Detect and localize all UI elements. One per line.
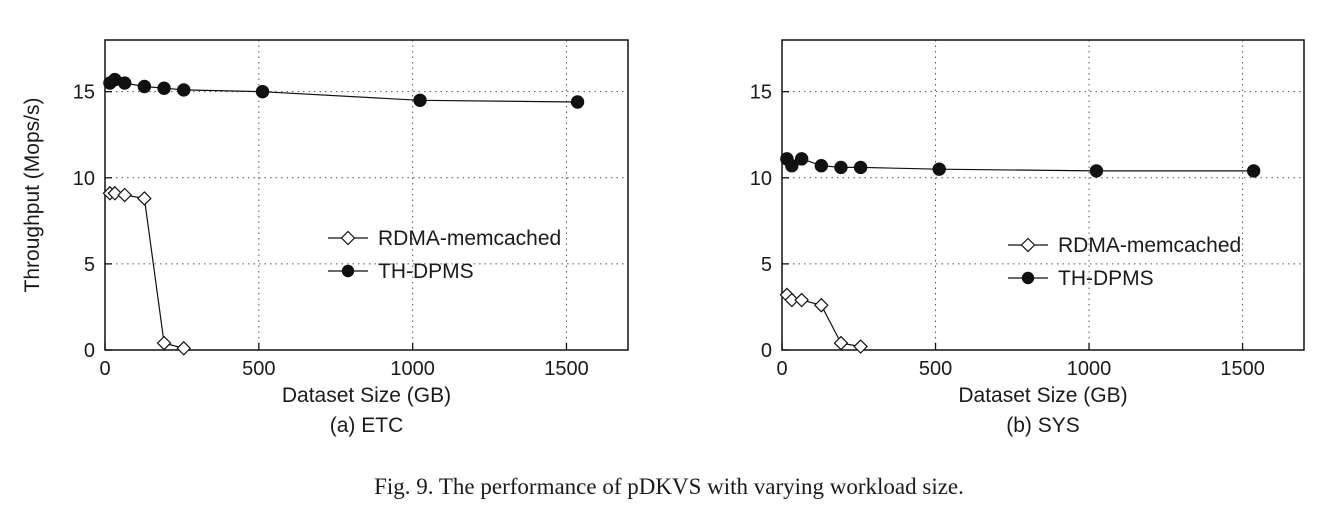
legend-marker: [340, 230, 356, 246]
legend-label: TH-DPMS: [1058, 267, 1154, 290]
legend-entry: TH-DPMS: [1008, 267, 1154, 290]
y-tick-label: 15: [750, 82, 772, 104]
series-line: [109, 192, 184, 349]
legend-marker: [341, 264, 355, 278]
x-tick-label: 1500: [1220, 358, 1265, 380]
data-point: [255, 84, 270, 99]
y-tick-label: 10: [750, 168, 772, 190]
y-tick-label: 5: [84, 254, 95, 276]
x-tick-label: 500: [242, 358, 275, 380]
y-axis-label: Throughput (Mops/s): [21, 98, 44, 293]
x-axis-label: Dataset Size (GB): [958, 384, 1127, 407]
figure-caption: Fig. 9. The performance of pDKVS with va…: [374, 474, 964, 499]
data-point: [932, 162, 946, 176]
chart-sys: 0 500 1000 1500 0 5 10 15 Dataset Size (GB) (b) S…: [750, 39, 1305, 437]
data-point: [117, 76, 132, 90]
data-point: [176, 340, 192, 356]
data-point: [794, 152, 809, 166]
data-point: [570, 95, 585, 109]
data-point: [157, 81, 171, 95]
series-rdma-memcached: [779, 287, 868, 354]
data-point: [413, 93, 427, 107]
legend-label: RDMA-memcached: [1058, 234, 1241, 257]
series-rdma-memcached: [102, 185, 192, 356]
legend-label: RDMA-memcached: [378, 227, 561, 250]
x-tick-label: 1500: [544, 358, 589, 380]
legend-entry: RDMA-memcached: [1008, 234, 1241, 257]
data-point: [177, 83, 191, 97]
data-point: [1089, 164, 1104, 178]
legend-entry: RDMA-memcached: [328, 227, 561, 250]
y-tick-label: 0: [84, 340, 95, 362]
y-tick-label: 0: [761, 340, 772, 362]
x-tick-label: 1000: [390, 358, 435, 380]
data-point: [853, 160, 868, 175]
plot-frame: [781, 39, 1305, 351]
legend-marker: [1020, 237, 1036, 253]
y-tick-label: 10: [73, 168, 95, 190]
x-tick-label: 500: [919, 358, 952, 380]
data-point: [137, 79, 152, 94]
data-point: [156, 335, 172, 351]
y-tick-label: 5: [761, 254, 772, 276]
x-tick-label: 1000: [1067, 358, 1112, 380]
data-point: [137, 191, 152, 206]
data-point: [117, 187, 133, 203]
chart-subtitle: (b) SYS: [1006, 414, 1080, 437]
data-point: [794, 292, 810, 308]
data-point: [107, 185, 123, 201]
data-point: [853, 339, 868, 354]
chart-subtitle: (a) ETC: [330, 414, 404, 437]
y-tick-label: 15: [73, 82, 95, 104]
data-point: [1246, 164, 1261, 178]
chart-etc: 0 500 1000 1500 0 5 10 15 Dataset Size (GB) (a) E…: [21, 39, 629, 437]
x-tick-label: 0: [99, 358, 110, 380]
series-th-dpms: [780, 152, 1261, 178]
data-point: [785, 159, 799, 173]
data-point: [813, 297, 829, 313]
x-axis-label: Dataset Size (GB): [282, 384, 451, 407]
legend-label: TH-DPMS: [378, 260, 474, 283]
data-point: [814, 159, 829, 173]
data-point: [834, 160, 848, 175]
legend-entry: TH-DPMS: [328, 260, 474, 283]
data-point: [833, 335, 849, 351]
data-point: [784, 292, 800, 308]
x-tick-label: 0: [776, 358, 787, 380]
legend-marker: [1021, 271, 1035, 285]
series-th-dpms: [103, 72, 585, 109]
